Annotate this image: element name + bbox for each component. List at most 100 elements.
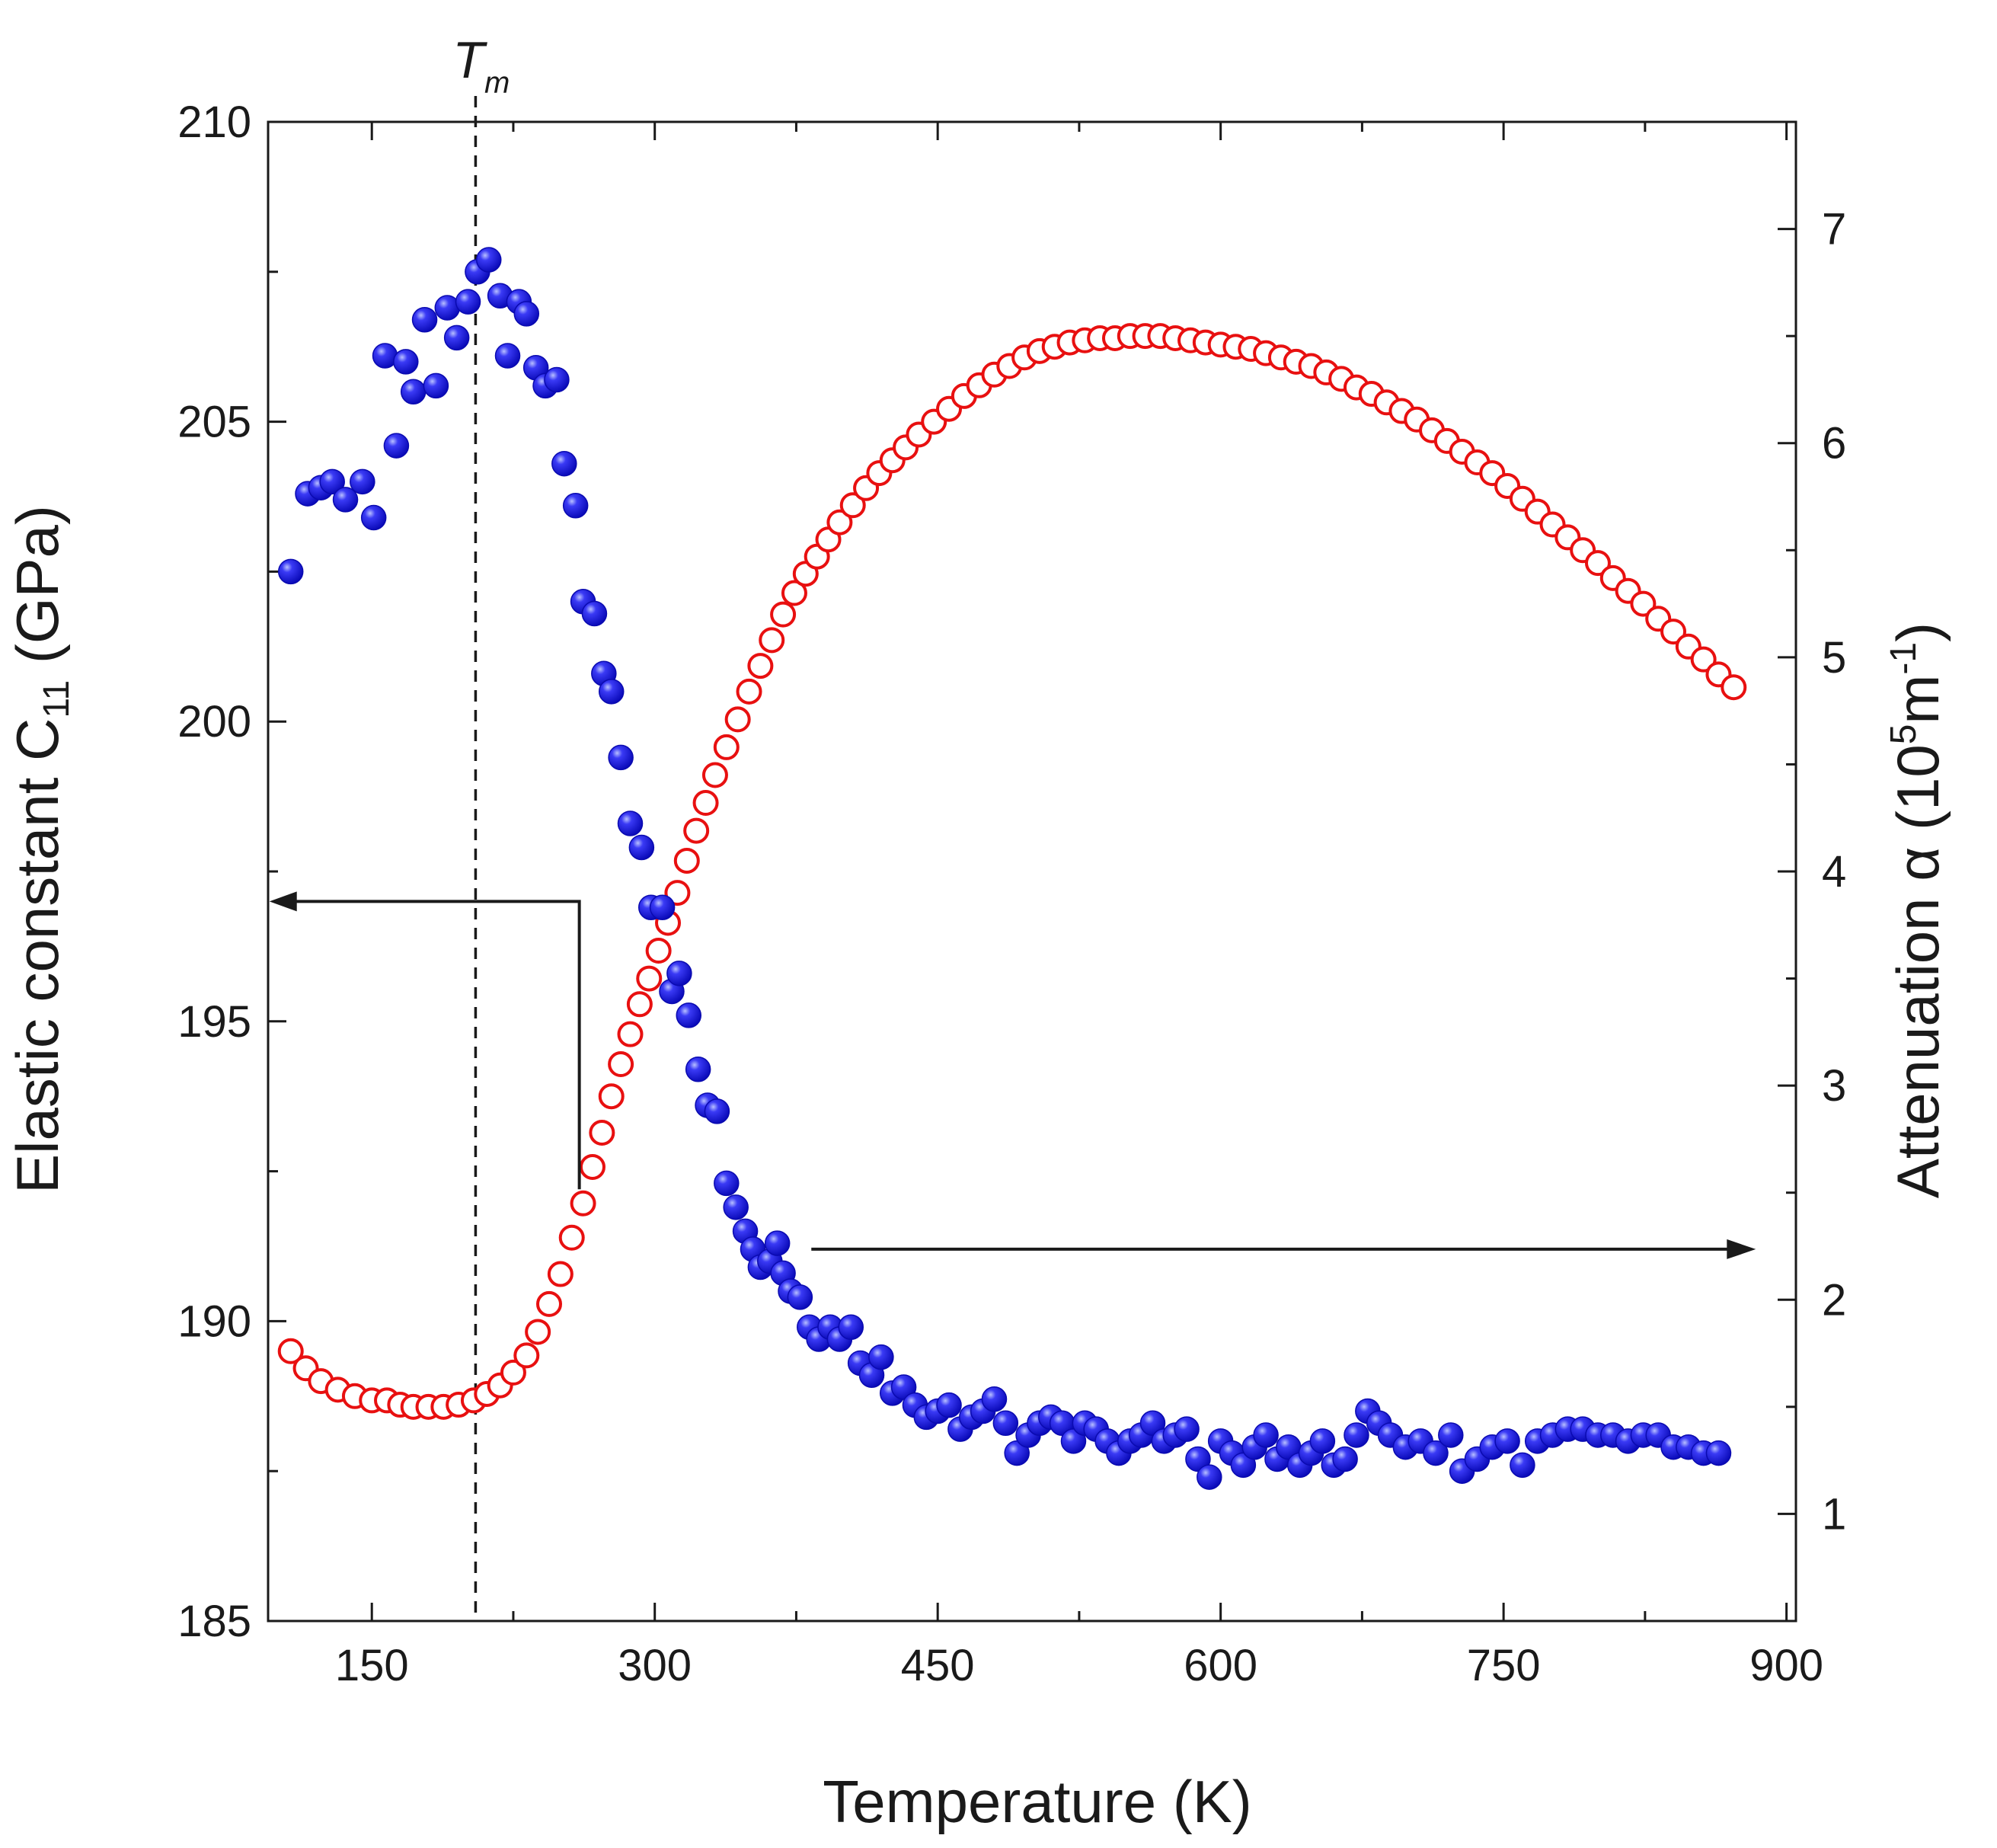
y2-axis-title: Attenuation α (105m-1) — [1884, 622, 1951, 1198]
attenuation-point — [736, 678, 762, 705]
attenuation-point — [759, 627, 785, 654]
elastic-constant-point — [838, 1314, 864, 1341]
y-tick-label: 190 — [177, 1296, 251, 1346]
elastic-constant-point — [598, 679, 625, 705]
x-axis-title: Temperature (K) — [823, 1768, 1252, 1835]
y-axis-title-subscript: 11 — [37, 680, 77, 718]
attenuation-point — [608, 1051, 634, 1078]
y2-tick-label: 5 — [1822, 633, 1846, 683]
attenuation-point — [558, 1224, 585, 1251]
attenuation-point — [579, 1153, 605, 1180]
elastic-constant-point — [1197, 1464, 1222, 1490]
elastic-constant-point — [714, 1170, 740, 1197]
left-arrow-line — [290, 900, 581, 1190]
elastic-constant-point — [992, 1410, 1019, 1436]
attenuation-point — [626, 991, 653, 1018]
elastic-constant-point — [868, 1344, 894, 1370]
attenuation-point — [770, 601, 797, 628]
axis-arrows — [269, 891, 1756, 1259]
elastic-constant-point — [1705, 1440, 1732, 1466]
elastic-constant-point — [1423, 1440, 1449, 1466]
attenuation-point — [636, 965, 663, 992]
y2-axis-title-end: ) — [1884, 622, 1951, 642]
attenuation-point — [673, 847, 700, 874]
elastic-constant-point — [332, 487, 359, 513]
x-tick-label: 150 — [335, 1641, 409, 1690]
elastic-constant-point — [581, 600, 608, 627]
attenuation-point — [781, 580, 807, 606]
attenuation-point — [826, 509, 853, 536]
attenuation-point — [536, 1290, 563, 1317]
attenuation-point — [1690, 646, 1717, 673]
elastic-constant-series — [277, 247, 1732, 1490]
attenuation-point — [525, 1319, 551, 1345]
y-tick-label: 185 — [177, 1597, 251, 1646]
tm-label-main: T — [452, 31, 487, 89]
y2-tick-label: 1 — [1822, 1489, 1846, 1539]
y2-tick-label: 4 — [1822, 847, 1846, 897]
attenuation-point — [589, 1119, 615, 1146]
y2-tick-label: 7 — [1822, 205, 1846, 254]
axis-ticks: 150 300 450 600 750 900 185 190 195 200 205 210 1 2 3 4… — [177, 98, 1846, 1690]
elastic-constant-point — [764, 1230, 791, 1256]
attenuation-point — [747, 653, 774, 679]
elastic-constant-point — [544, 366, 570, 393]
y2-tick-label: 6 — [1822, 419, 1846, 468]
elastic-constant-point — [787, 1284, 813, 1310]
left-arrowhead — [269, 891, 297, 912]
elastic-constant-point — [1510, 1452, 1535, 1479]
attenuation-point — [1660, 619, 1687, 645]
x-tick-label: 450 — [901, 1641, 975, 1690]
elastic-constant-point — [277, 558, 304, 585]
y-axis-title-main: Elastic constant C — [4, 718, 71, 1194]
elastic-constant-point — [666, 961, 692, 986]
attenuation-point — [1630, 590, 1657, 617]
attenuation-point — [617, 1021, 644, 1047]
elastic-constant-point — [393, 349, 419, 375]
y2-axis-title-sup2: -1 — [1884, 642, 1924, 675]
elastic-constant-point — [981, 1386, 1008, 1412]
attenuation-point — [277, 1338, 304, 1364]
attenuation-point — [513, 1342, 540, 1369]
elastic-constant-point — [628, 834, 655, 861]
elastic-constant-point — [513, 301, 540, 327]
elastic-constant-point — [685, 1057, 711, 1082]
right-arrowhead — [1727, 1239, 1756, 1259]
x-tick-label: 600 — [1184, 1641, 1257, 1690]
elastic-constant-point — [383, 433, 410, 459]
attenuation-point — [724, 706, 751, 733]
y-tick-label: 210 — [177, 98, 251, 147]
y-axis-title-unit: (GPa) — [4, 505, 71, 680]
tm-label: Tm — [452, 31, 510, 100]
elastic-constant-point — [1253, 1422, 1279, 1448]
elastic-constant-point — [411, 307, 438, 333]
attenuation-point — [1584, 550, 1611, 577]
attenuation-point — [683, 817, 710, 844]
elastic-constant-point — [455, 289, 481, 315]
y2-axis-title-sup1: 5 — [1884, 724, 1924, 745]
elastic-constant-point — [423, 372, 449, 399]
x-tick-label: 750 — [1467, 1641, 1541, 1690]
elastic-constant-point — [476, 247, 502, 273]
elastic-constant-point — [551, 450, 577, 477]
attenuation-point — [664, 880, 691, 906]
y-tick-label: 195 — [177, 997, 251, 1047]
elastic-constant-point — [1344, 1422, 1369, 1448]
attenuation-point — [500, 1359, 526, 1386]
attenuation-series — [277, 323, 1747, 1420]
attenuation-point — [692, 790, 719, 817]
attenuation-point — [598, 1083, 625, 1110]
y2-axis-title-main: Attenuation α (10 — [1884, 744, 1951, 1198]
y-tick-label: 205 — [177, 398, 251, 447]
x-tick-label: 900 — [1749, 1641, 1823, 1690]
elastic-constant-point — [319, 468, 345, 495]
elastic-constant-point — [936, 1392, 962, 1418]
elastic-constant-point — [562, 493, 589, 519]
elastic-constant-point — [608, 744, 634, 771]
y2-tick-label: 2 — [1822, 1275, 1846, 1325]
elastic-constant-point — [1309, 1428, 1336, 1454]
attenuation-point — [839, 492, 866, 519]
elastic-constant-point — [350, 468, 375, 495]
elastic-constant-point — [360, 504, 387, 531]
